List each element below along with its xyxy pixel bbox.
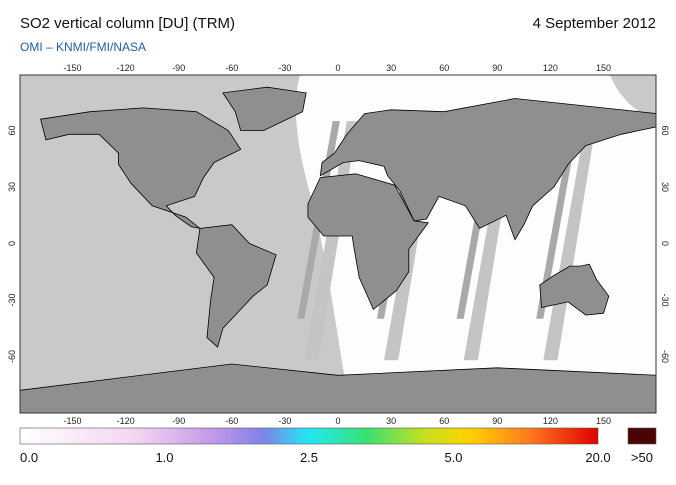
lat-tick-label-right: 30 bbox=[660, 182, 670, 192]
lon-tick-label-bottom: -120 bbox=[117, 416, 135, 426]
lon-tick-label-top: 0 bbox=[335, 63, 340, 73]
date: 4 September 2012 bbox=[533, 15, 656, 32]
no-data-region bbox=[20, 75, 345, 413]
lon-tick-label-bottom: -60 bbox=[225, 416, 238, 426]
orbit-stripe bbox=[536, 121, 579, 319]
colorbar-overflow bbox=[627, 427, 657, 445]
colorbar bbox=[19, 427, 599, 445]
colorbar-label: 2.5 bbox=[300, 450, 318, 465]
lat-tick-label-left: 30 bbox=[7, 182, 17, 192]
land bbox=[40, 107, 242, 229]
lon-tick-label-bottom: -150 bbox=[63, 416, 81, 426]
overflow-label: >50 bbox=[631, 450, 653, 465]
land bbox=[319, 98, 656, 241]
lat-tick-label-right: -60 bbox=[660, 350, 670, 363]
lon-tick-label-bottom: -90 bbox=[172, 416, 185, 426]
lat-tick-label-left: 60 bbox=[7, 126, 17, 136]
lon-tick-label-top: 90 bbox=[492, 63, 502, 73]
lon-tick-label-top: 60 bbox=[439, 63, 449, 73]
lon-tick-label-top: 120 bbox=[543, 63, 558, 73]
land bbox=[195, 224, 277, 348]
lon-tick-label-bottom: 120 bbox=[543, 416, 558, 426]
map bbox=[20, 75, 656, 413]
lat-tick-label-right: -30 bbox=[660, 293, 670, 306]
title: SO2 vertical column [DU] (TRM) bbox=[20, 15, 235, 32]
lon-tick-label-top: -150 bbox=[63, 63, 81, 73]
lon-tick-label-top: -60 bbox=[225, 63, 238, 73]
no-data-region bbox=[610, 75, 656, 120]
lon-tick-label-top: -30 bbox=[278, 63, 291, 73]
colorbar-label: 0.0 bbox=[20, 450, 38, 465]
colorbar-label: 5.0 bbox=[444, 450, 462, 465]
land bbox=[222, 86, 307, 131]
land bbox=[20, 363, 656, 413]
lat-tick-label-right: 60 bbox=[660, 126, 670, 136]
lon-tick-label-top: -90 bbox=[172, 63, 185, 73]
lon-tick-label-top: 150 bbox=[596, 63, 611, 73]
land bbox=[307, 173, 430, 311]
lat-tick-label-left: -60 bbox=[7, 350, 17, 363]
lat-tick-label-right: 0 bbox=[660, 241, 670, 246]
tick-labels: -150 -150 -120 -120 -90 -90 -60 -60 -30 -30 0 0 30 30… bbox=[7, 63, 670, 426]
land bbox=[539, 263, 610, 316]
colorbar-labels: 0.0 1.0 2.5 5.0 20.0 bbox=[20, 450, 611, 465]
lon-tick-label-top: -120 bbox=[117, 63, 135, 73]
map-frame bbox=[19, 74, 657, 414]
lat-tick-label-left: -30 bbox=[7, 293, 17, 306]
lon-tick-label-bottom: 150 bbox=[596, 416, 611, 426]
colorbar-label: 20.0 bbox=[585, 450, 610, 465]
lon-tick-label-bottom: -30 bbox=[278, 416, 291, 426]
subtitle: OMI – KNMI/FMI/NASA bbox=[20, 40, 146, 54]
lon-tick-label-top: 30 bbox=[386, 63, 396, 73]
lon-tick-label-bottom: 30 bbox=[386, 416, 396, 426]
lon-tick-label-bottom: 0 bbox=[335, 416, 340, 426]
colorbar-label: 1.0 bbox=[155, 450, 173, 465]
lon-tick-label-bottom: 60 bbox=[439, 416, 449, 426]
lat-tick-label-left: 0 bbox=[7, 241, 17, 246]
lon-tick-label-bottom: 90 bbox=[492, 416, 502, 426]
